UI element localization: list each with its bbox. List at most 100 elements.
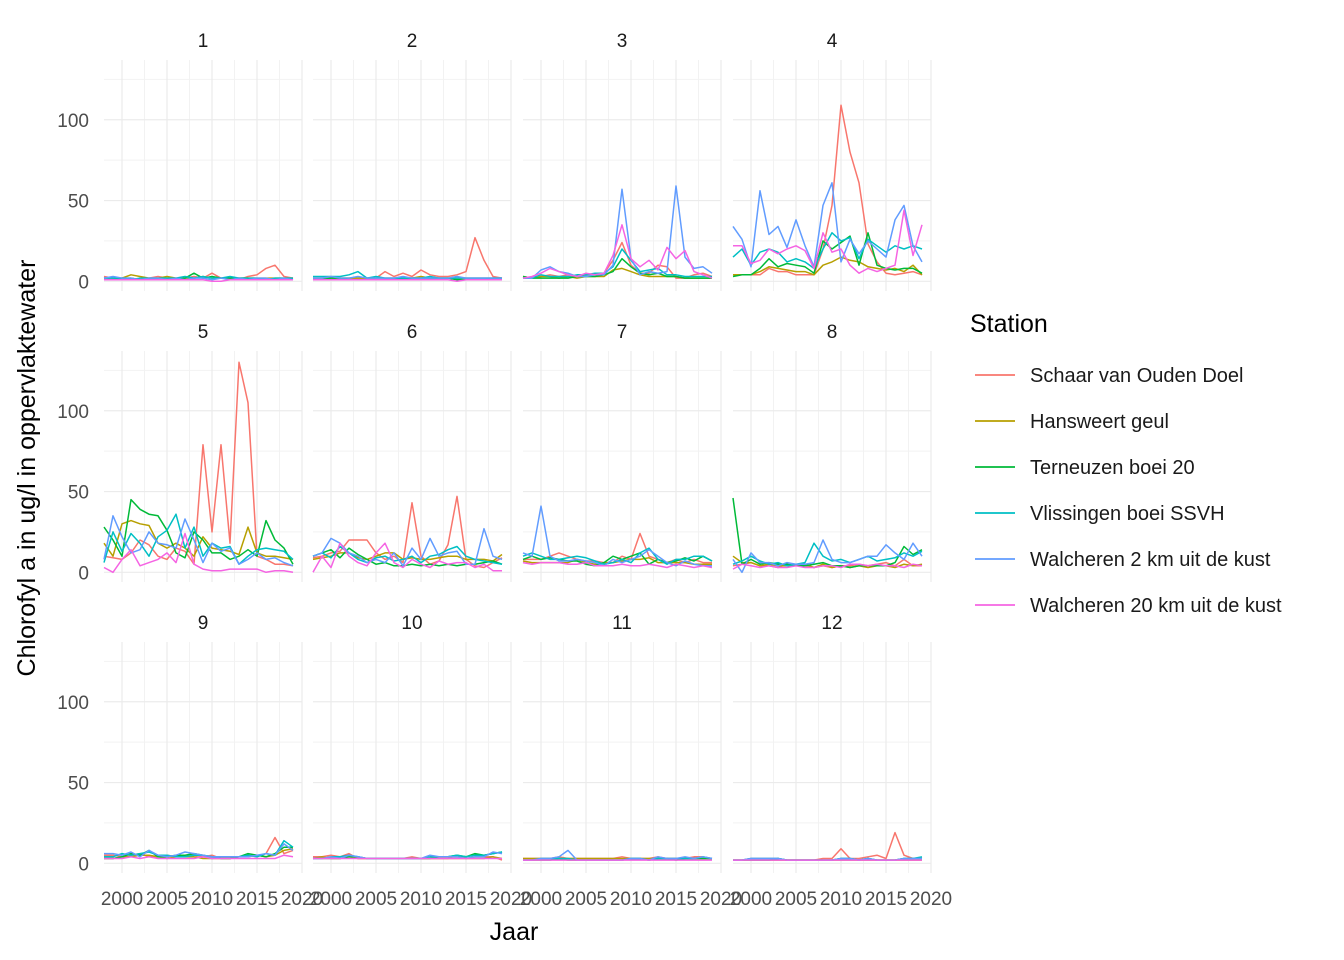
panel-strip-label: 6 <box>407 322 418 343</box>
panel-strip-label: 9 <box>198 613 209 634</box>
grid-major <box>313 351 512 582</box>
series-line-walcheren-2-km-uit-de-kust <box>104 843 294 858</box>
series-line-schaar-van-ouden-doel <box>312 495 503 569</box>
x-tick-label: 2000 <box>520 889 562 910</box>
series-line-schaar-van-ouden-doel <box>733 831 922 861</box>
series-line-walcheren-20-km-uit-de-kust <box>313 278 502 283</box>
series-line-schaar-van-ouden-doel <box>103 361 294 567</box>
panel-month-4: 4 <box>732 31 932 291</box>
series-line-walcheren-20-km-uit-de-kust <box>312 542 502 573</box>
series-line-walcheren-20-km-uit-de-kust <box>522 561 713 569</box>
legend-title: Station <box>970 310 1048 338</box>
x-tick-label: 2015 <box>655 889 697 910</box>
legend-item: Terneuzen boei 20 <box>975 457 1195 479</box>
series-line-schaar-van-ouden-doel <box>523 532 712 564</box>
grid-minor <box>523 642 721 873</box>
legend-label: Hansweert geul <box>1030 411 1169 433</box>
panel-month-1: 1 <box>103 31 303 291</box>
panel-month-3: 3 <box>522 31 722 291</box>
panel-strip-label: 5 <box>198 322 209 343</box>
legend-item: Hansweert geul <box>975 411 1169 433</box>
series-line-vlissingen-boei-ssvh <box>103 513 294 565</box>
panel-strip-label: 1 <box>198 31 209 52</box>
series-line-vlissingen-boei-ssvh <box>523 248 712 279</box>
x-tick-label: 2010 <box>191 889 233 910</box>
series-line-schaar-van-ouden-doel <box>733 104 923 276</box>
series-line-walcheren-2-km-uit-de-kust <box>313 275 502 279</box>
grid-major <box>523 60 722 291</box>
panel-strip-label: 7 <box>617 322 628 343</box>
series-line-terneuzen-boei-20 <box>522 257 712 279</box>
grid-minor <box>104 351 302 582</box>
panel-month-9: 9 <box>104 613 303 873</box>
legend-item: Vlissingen boei SSVH <box>975 503 1225 525</box>
y-tick-label: 0 <box>78 272 89 293</box>
series-line-walcheren-2-km-uit-de-kust <box>522 505 712 567</box>
series-line-walcheren-20-km-uit-de-kust <box>104 278 293 283</box>
grid-major <box>104 642 303 873</box>
panel-strip-label: 4 <box>827 31 838 52</box>
series-line-terneuzen-boei-20 <box>732 497 923 569</box>
grid-minor <box>523 351 721 582</box>
panel-month-10: 10 <box>312 613 512 873</box>
x-tick-label: 2020 <box>490 889 532 910</box>
x-tick-label: 2000 <box>101 889 143 910</box>
panel-month-12: 12 <box>733 613 932 873</box>
grid-minor <box>733 351 931 582</box>
panel-strip-label: 10 <box>401 613 422 634</box>
series-line-walcheren-2-km-uit-de-kust <box>732 182 923 268</box>
series-line-schaar-van-ouden-doel <box>313 236 503 279</box>
panel-month-5: 5 <box>103 322 303 582</box>
legend-item: Schaar van Ouden Doel <box>975 365 1243 387</box>
series-line-walcheren-20-km-uit-de-kust <box>522 224 713 279</box>
grid-major <box>523 351 722 582</box>
legend-label: Walcheren 20 km uit de kust <box>1030 595 1282 617</box>
grid-major <box>733 351 932 582</box>
series-line-walcheren-20-km-uit-de-kust <box>103 532 294 574</box>
legend: Station Schaar van Ouden Doel Hansweert g… <box>970 310 1282 617</box>
x-axis-title: Jaar <box>490 918 539 946</box>
x-tick-label: 2000 <box>310 889 352 910</box>
legend-label: Schaar van Ouden Doel <box>1030 365 1243 387</box>
x-tick-label: 2005 <box>565 889 607 910</box>
y-axis-title: Chlorofyl a in ug/l in oppervlaktewater <box>13 260 41 677</box>
grid-minor <box>104 60 302 291</box>
x-tick-label: 2010 <box>820 889 862 910</box>
panel-month-11: 11 <box>523 613 722 873</box>
grid-major <box>104 60 303 291</box>
series-line-walcheren-2-km-uit-de-kust <box>732 539 923 574</box>
grid-minor <box>104 642 302 873</box>
y-tick-label: 100 <box>57 402 89 423</box>
grid-major <box>313 642 512 873</box>
x-tick-label: 2005 <box>355 889 397 910</box>
x-tick-label: 2015 <box>865 889 907 910</box>
grid-major <box>313 60 512 291</box>
y-tick-label: 0 <box>78 563 89 584</box>
legend-label: Terneuzen boei 20 <box>1030 457 1195 479</box>
panel-strip-label: 8 <box>827 322 838 343</box>
x-tick-label: 2005 <box>146 889 188 910</box>
x-tick-label: 2020 <box>700 889 742 910</box>
grid-minor <box>523 60 721 291</box>
x-tick-label: 2015 <box>445 889 487 910</box>
panel-strip-label: 2 <box>407 31 418 52</box>
series-line-walcheren-20-km-uit-de-kust <box>732 563 923 570</box>
series-line-terneuzen-boei-20 <box>103 498 294 565</box>
series-line-walcheren-2-km-uit-de-kust <box>523 185 713 279</box>
series-line-walcheren-2-km-uit-de-kust <box>103 275 294 281</box>
series-line-hansweert-geul <box>103 519 294 561</box>
series-line-walcheren-20-km-uit-de-kust <box>104 854 294 860</box>
grid-major <box>733 642 932 873</box>
legend-item: Walcheren 2 km uit de kust <box>975 549 1271 571</box>
grid-minor <box>313 60 511 291</box>
grid-major <box>733 60 932 291</box>
y-tick-label: 50 <box>68 774 89 795</box>
panel-strip-label: 3 <box>617 31 628 52</box>
x-tick-label: 2005 <box>775 889 817 910</box>
y-tick-label: 100 <box>57 111 89 132</box>
grid-minor <box>733 642 931 873</box>
x-tick-label: 2015 <box>236 889 278 910</box>
x-tick-label: 2010 <box>400 889 442 910</box>
series-line-walcheren-20-km-uit-de-kust <box>733 209 923 274</box>
